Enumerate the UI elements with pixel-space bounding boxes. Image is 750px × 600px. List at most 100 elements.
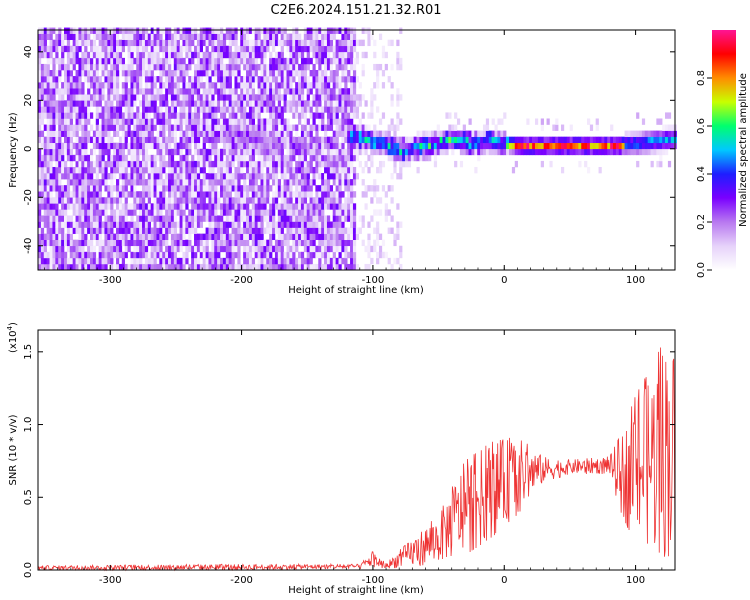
spectrogram-cell xyxy=(665,136,669,144)
spectrogram-cell xyxy=(326,197,331,204)
spectrogram-cell xyxy=(170,257,175,265)
spectrogram-cell xyxy=(170,185,175,192)
spectrogram-cell xyxy=(173,130,177,137)
spectrogram-cell xyxy=(254,221,258,228)
spectrogram-cell xyxy=(199,27,203,34)
spectrogram-cell xyxy=(185,221,189,228)
spectrogram-cell xyxy=(396,88,400,95)
figure-title: C2E6.2024.151.21.32.R01 xyxy=(270,3,441,18)
spectrogram-cell xyxy=(511,136,516,144)
spectrogram-cell xyxy=(303,70,308,77)
spectrogram-cell xyxy=(260,185,264,192)
spectrogram-cell xyxy=(246,197,250,204)
spectrogram-cell xyxy=(156,209,160,216)
spectrogram-cell xyxy=(367,33,371,40)
spectrogram-cell xyxy=(196,63,201,71)
spectrogram-cell xyxy=(156,263,160,271)
spectrogram-cell xyxy=(113,106,117,113)
spectrogram-cell xyxy=(396,233,400,240)
spectrogram-cell xyxy=(277,185,282,192)
spectrogram-cell xyxy=(182,27,186,34)
spectrogram-cell xyxy=(199,191,203,198)
spectrogram-cell xyxy=(133,160,137,168)
spectrogram-cell xyxy=(361,136,365,144)
spectrogram-cell xyxy=(393,130,397,137)
spectrogram-cell xyxy=(222,191,227,198)
spectrogram-cell xyxy=(309,245,313,253)
spectrogram-cell xyxy=(107,136,111,144)
spectrogram-cell xyxy=(636,142,640,150)
spectrogram-cell xyxy=(274,154,279,162)
spectrogram-cell xyxy=(78,76,82,83)
spectrogram-cell xyxy=(78,227,82,234)
spectrogram-cell xyxy=(234,191,238,198)
spectrogram-cell xyxy=(173,263,177,271)
spectrogram-cell xyxy=(116,51,120,59)
spectrogram-cell xyxy=(78,118,82,125)
spectrogram-cell xyxy=(46,106,50,113)
spectrogram-cell xyxy=(350,233,354,240)
spectrogram-cell xyxy=(243,245,247,253)
spectrogram-cell xyxy=(185,130,189,137)
spectrogram-cell xyxy=(214,70,218,77)
spectrogram-cell xyxy=(144,70,149,77)
spectrogram-cell xyxy=(107,154,111,162)
spectrogram-cell xyxy=(214,185,218,192)
spectrogram-cell xyxy=(69,142,73,150)
spectrogram-cell xyxy=(55,82,59,89)
spectrogram-cell xyxy=(58,191,62,198)
spectrogram-cell xyxy=(188,142,192,150)
spectrogram-cell xyxy=(133,136,137,144)
spectrogram-cell xyxy=(81,203,85,210)
spectrogram-cell xyxy=(55,142,59,150)
spectrogram-cell xyxy=(260,51,264,59)
spectrogram-cell xyxy=(433,160,438,168)
spectrogram-cell xyxy=(185,251,189,259)
spectrogram-cell xyxy=(665,142,669,150)
spectrogram-cell xyxy=(173,209,177,216)
spectrogram-cell xyxy=(358,39,362,47)
spectrogram-cell xyxy=(191,51,195,59)
spectrogram-cell xyxy=(90,124,94,131)
spectrogram-cell xyxy=(289,173,293,180)
spectrogram-cell xyxy=(196,100,201,107)
spectrogram-cell xyxy=(176,239,180,247)
spectrogram-cell xyxy=(329,39,334,47)
spectrogram-cell xyxy=(191,94,195,101)
spectrogram-cell xyxy=(194,136,198,144)
spectrogram-cell xyxy=(199,70,203,77)
snr-xlabel: Height of straight line (km) xyxy=(288,585,424,596)
spectrogram-cell xyxy=(248,112,253,119)
spectrogram-cell xyxy=(237,100,241,107)
spectrogram-cell xyxy=(49,45,53,53)
spectrogram-cell xyxy=(173,142,177,150)
spectrogram-cell xyxy=(295,179,299,186)
spectrogram-cell xyxy=(237,160,241,168)
spectrogram-cell xyxy=(376,227,380,234)
spectrogram-cell xyxy=(240,39,244,47)
spectrogram-cell xyxy=(454,112,458,119)
spectrogram-cell xyxy=(251,76,256,83)
spectrogram-cell xyxy=(277,70,282,77)
spectrogram-cell xyxy=(257,27,261,34)
spectrogram-cell xyxy=(428,154,432,162)
spectrogram-cell xyxy=(243,148,247,156)
spectrogram-cell xyxy=(295,63,299,71)
spectrogram-cell xyxy=(315,166,319,174)
spectrogram-cell xyxy=(251,88,256,95)
spectrogram-cell xyxy=(300,197,305,204)
spectrogram-cell xyxy=(194,112,198,119)
spectrogram-cell xyxy=(153,209,157,216)
spectrogram-cell xyxy=(318,257,322,265)
spectrogram-cell xyxy=(153,191,157,198)
spectrogram-cell xyxy=(537,148,542,156)
spectrogram-cell xyxy=(130,227,134,234)
spectrogram-cell xyxy=(66,142,71,150)
spectrogram-cell xyxy=(298,239,302,247)
spectrogram-cell xyxy=(280,45,284,53)
spectrogram-cell xyxy=(107,251,111,259)
spectrogram-cell xyxy=(107,39,111,47)
spectrogram-cell xyxy=(208,63,212,71)
spectrogram-cell xyxy=(127,57,131,65)
spectrogram-cell xyxy=(159,76,163,83)
